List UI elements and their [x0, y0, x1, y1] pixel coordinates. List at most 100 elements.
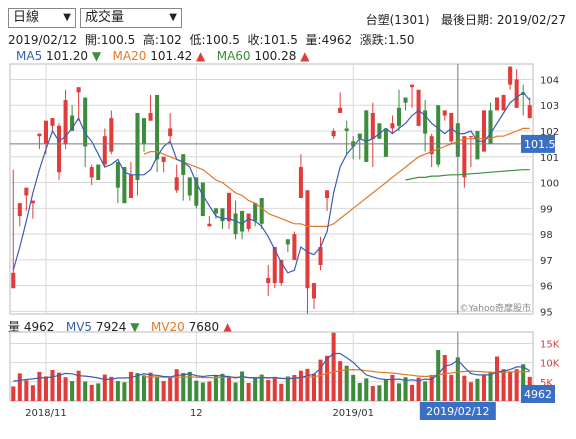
candle-body	[187, 177, 192, 196]
candle-body	[403, 97, 408, 103]
volume-bar	[181, 373, 186, 401]
stock-name: 台塑(1301)	[365, 13, 430, 27]
volume-bar	[207, 381, 212, 401]
volume-bar	[495, 356, 500, 401]
price-tick-label: 98	[540, 230, 553, 241]
watermark: ©Yahoo奇摩股市	[460, 302, 532, 314]
candle-body	[168, 128, 173, 137]
volume-bar	[102, 374, 107, 401]
candle-body	[495, 97, 500, 111]
candle-body	[318, 246, 323, 266]
volume-bar	[89, 384, 94, 401]
candle-body	[17, 203, 22, 217]
vol-value: 4962	[321, 33, 353, 47]
candle-body	[377, 123, 382, 139]
candle-body	[442, 110, 447, 116]
last-date-label: 最後日期:	[440, 13, 493, 27]
candle-body	[24, 187, 29, 196]
date-tick-label: 2018/11	[25, 408, 67, 419]
candle-body	[370, 112, 375, 139]
volume-bar	[109, 376, 114, 401]
stock-header: 台塑(1301) 最後日期: 2019/02/27	[366, 11, 566, 28]
volume-bar	[194, 380, 199, 401]
period-select[interactable]: 日線 ▼	[8, 8, 76, 28]
volume-bar	[76, 370, 81, 401]
candle-body	[76, 87, 81, 93]
candle-body	[213, 208, 218, 214]
candle-body	[128, 174, 133, 199]
candle-body	[357, 133, 362, 139]
volume-bar	[233, 382, 238, 401]
candle-body	[475, 131, 480, 160]
period-select-value: 日線	[13, 10, 40, 25]
high-value: 102	[158, 33, 182, 47]
candle-body	[508, 66, 513, 85]
ma5-label: MA5	[16, 49, 43, 63]
mv20-line	[144, 368, 530, 379]
high-label: 高:	[142, 33, 159, 47]
date-cursor-tag-text: 2019/02/12	[426, 405, 489, 418]
volume-bar	[390, 374, 395, 401]
open-value: 100.5	[100, 33, 136, 47]
candle-body	[429, 136, 434, 155]
candle-body	[285, 239, 290, 245]
volume-bar	[279, 383, 284, 401]
candle-body	[383, 128, 388, 157]
volume-bar	[396, 383, 402, 401]
volume-bar	[17, 373, 22, 401]
last-date: 2019/02/27	[496, 13, 566, 27]
volume-bar	[155, 376, 160, 401]
volume-tick-label: 15K	[540, 340, 560, 351]
candle-body	[501, 94, 506, 111]
volume-tick-label: 5K	[540, 378, 553, 389]
volume-bar	[318, 359, 323, 401]
mv20-arrow: ▲	[222, 320, 233, 334]
candle-body	[331, 131, 336, 137]
volume-bar	[344, 365, 349, 401]
volume-bar	[357, 382, 362, 401]
candle-body	[207, 223, 212, 227]
volume-bar	[285, 376, 290, 401]
volume-bar	[259, 374, 264, 401]
ma20-line	[143, 127, 530, 227]
candle-body	[148, 112, 153, 121]
price-cursor-tag-text: 101.5	[524, 138, 556, 151]
candle-body	[155, 94, 160, 160]
candle-body	[240, 210, 245, 232]
date-cursor-tag-bg	[419, 402, 496, 420]
volume-bar	[410, 384, 415, 401]
volume-bar	[57, 372, 62, 401]
candle-body	[115, 161, 120, 188]
candle-body	[298, 167, 303, 199]
candle-body	[181, 154, 186, 175]
volume-bar	[141, 375, 147, 401]
volume-bar	[266, 379, 271, 401]
candle-body	[390, 123, 395, 129]
date-tick-label: 12	[190, 408, 203, 419]
low-value: 100.5	[205, 33, 240, 47]
candle-body	[63, 100, 68, 144]
candle-body	[468, 136, 473, 138]
candle-body	[122, 167, 127, 204]
volume-bar	[50, 369, 55, 401]
mv5-label: MV5	[65, 320, 93, 334]
open-label: 開:	[84, 33, 101, 47]
candle-body	[364, 110, 369, 162]
volume-plot-frame	[9, 331, 534, 402]
volume-bar	[429, 374, 434, 401]
volume-bar	[403, 377, 408, 401]
chg-label: 漲跌:	[359, 33, 388, 47]
volume-bar	[351, 374, 356, 401]
volume-bar	[246, 382, 251, 401]
indicator-select[interactable]: 成交量 ▼	[80, 8, 182, 28]
volume-tick-label: 10K	[540, 359, 560, 370]
candle-body	[141, 118, 147, 144]
info-date: 2019/02/12	[8, 33, 78, 47]
volume-bar	[298, 370, 303, 401]
volume-bar	[213, 375, 218, 401]
ma60-label: MA60	[216, 49, 251, 63]
candle-body	[311, 283, 317, 299]
candle-body	[305, 190, 310, 289]
volume-bar	[488, 371, 493, 401]
